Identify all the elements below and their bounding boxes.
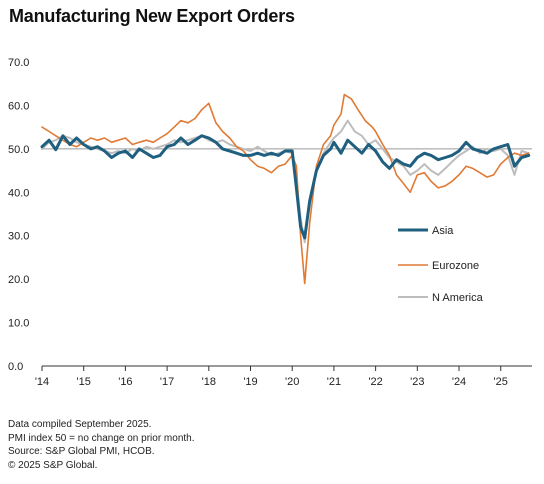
y-tick-label: 0.0 xyxy=(8,361,23,373)
footnotes: Data compiled September 2025. PMI index … xyxy=(8,418,195,472)
x-tick-label: '25 xyxy=(494,376,508,388)
legend-label: N America xyxy=(432,292,484,304)
line-chart: 0.010.020.030.040.050.060.070.0 '14'15'1… xyxy=(8,57,532,388)
series-line-n-america xyxy=(41,119,530,244)
footnote-pmi-definition: PMI index 50 = no change on prior month. xyxy=(8,432,195,444)
x-axis: '14 '15 '16 '17 '18 '19 '20 '21 '22 '23 '24 '25 xyxy=(35,365,532,388)
x-tick-label: '23 xyxy=(410,376,424,388)
y-tick-label: 50.0 xyxy=(8,144,29,156)
chart-title: Manufacturing New Export Orders xyxy=(9,6,295,27)
series-line-eurozone xyxy=(41,93,530,285)
x-tick-label: '17 xyxy=(160,376,174,388)
x-tick-label: '19 xyxy=(243,376,257,388)
y-tick-label: 60.0 xyxy=(8,100,29,112)
footnote-compiled: Data compiled September 2025. xyxy=(8,419,152,430)
chart-title-text: Manufacturing New Export Orders xyxy=(9,6,295,26)
footnote-source: Source: S&P Global PMI, HCOB. xyxy=(8,446,155,457)
y-axis: 0.0 10.0 20.0 30.0 40.0 50.0 60.0 70.0 xyxy=(8,57,29,373)
y-tick-label: 70.0 xyxy=(8,57,29,69)
x-tick-label: '21 xyxy=(327,376,341,388)
x-tick-label: '16 xyxy=(118,376,132,388)
series-line-asia xyxy=(40,134,531,240)
x-tick-label: '20 xyxy=(285,376,299,388)
y-tick-label: 20.0 xyxy=(8,274,29,286)
y-tick-label: 30.0 xyxy=(8,231,29,243)
y-tick-label: 40.0 xyxy=(8,187,29,199)
legend: Asia Eurozone N America xyxy=(398,225,484,304)
y-tick-label: 10.0 xyxy=(8,318,29,330)
series-layer xyxy=(40,93,531,285)
x-tick-label: '24 xyxy=(452,376,466,388)
legend-label: Eurozone xyxy=(432,260,479,272)
x-tick-label: '22 xyxy=(368,376,382,388)
x-tick-label: '18 xyxy=(202,376,216,388)
legend-label: Asia xyxy=(432,225,454,237)
x-tick-label: '15 xyxy=(77,376,91,388)
footnote-copyright: © 2025 S&P Global. xyxy=(8,459,98,471)
x-tick-label: '14 xyxy=(35,376,49,388)
